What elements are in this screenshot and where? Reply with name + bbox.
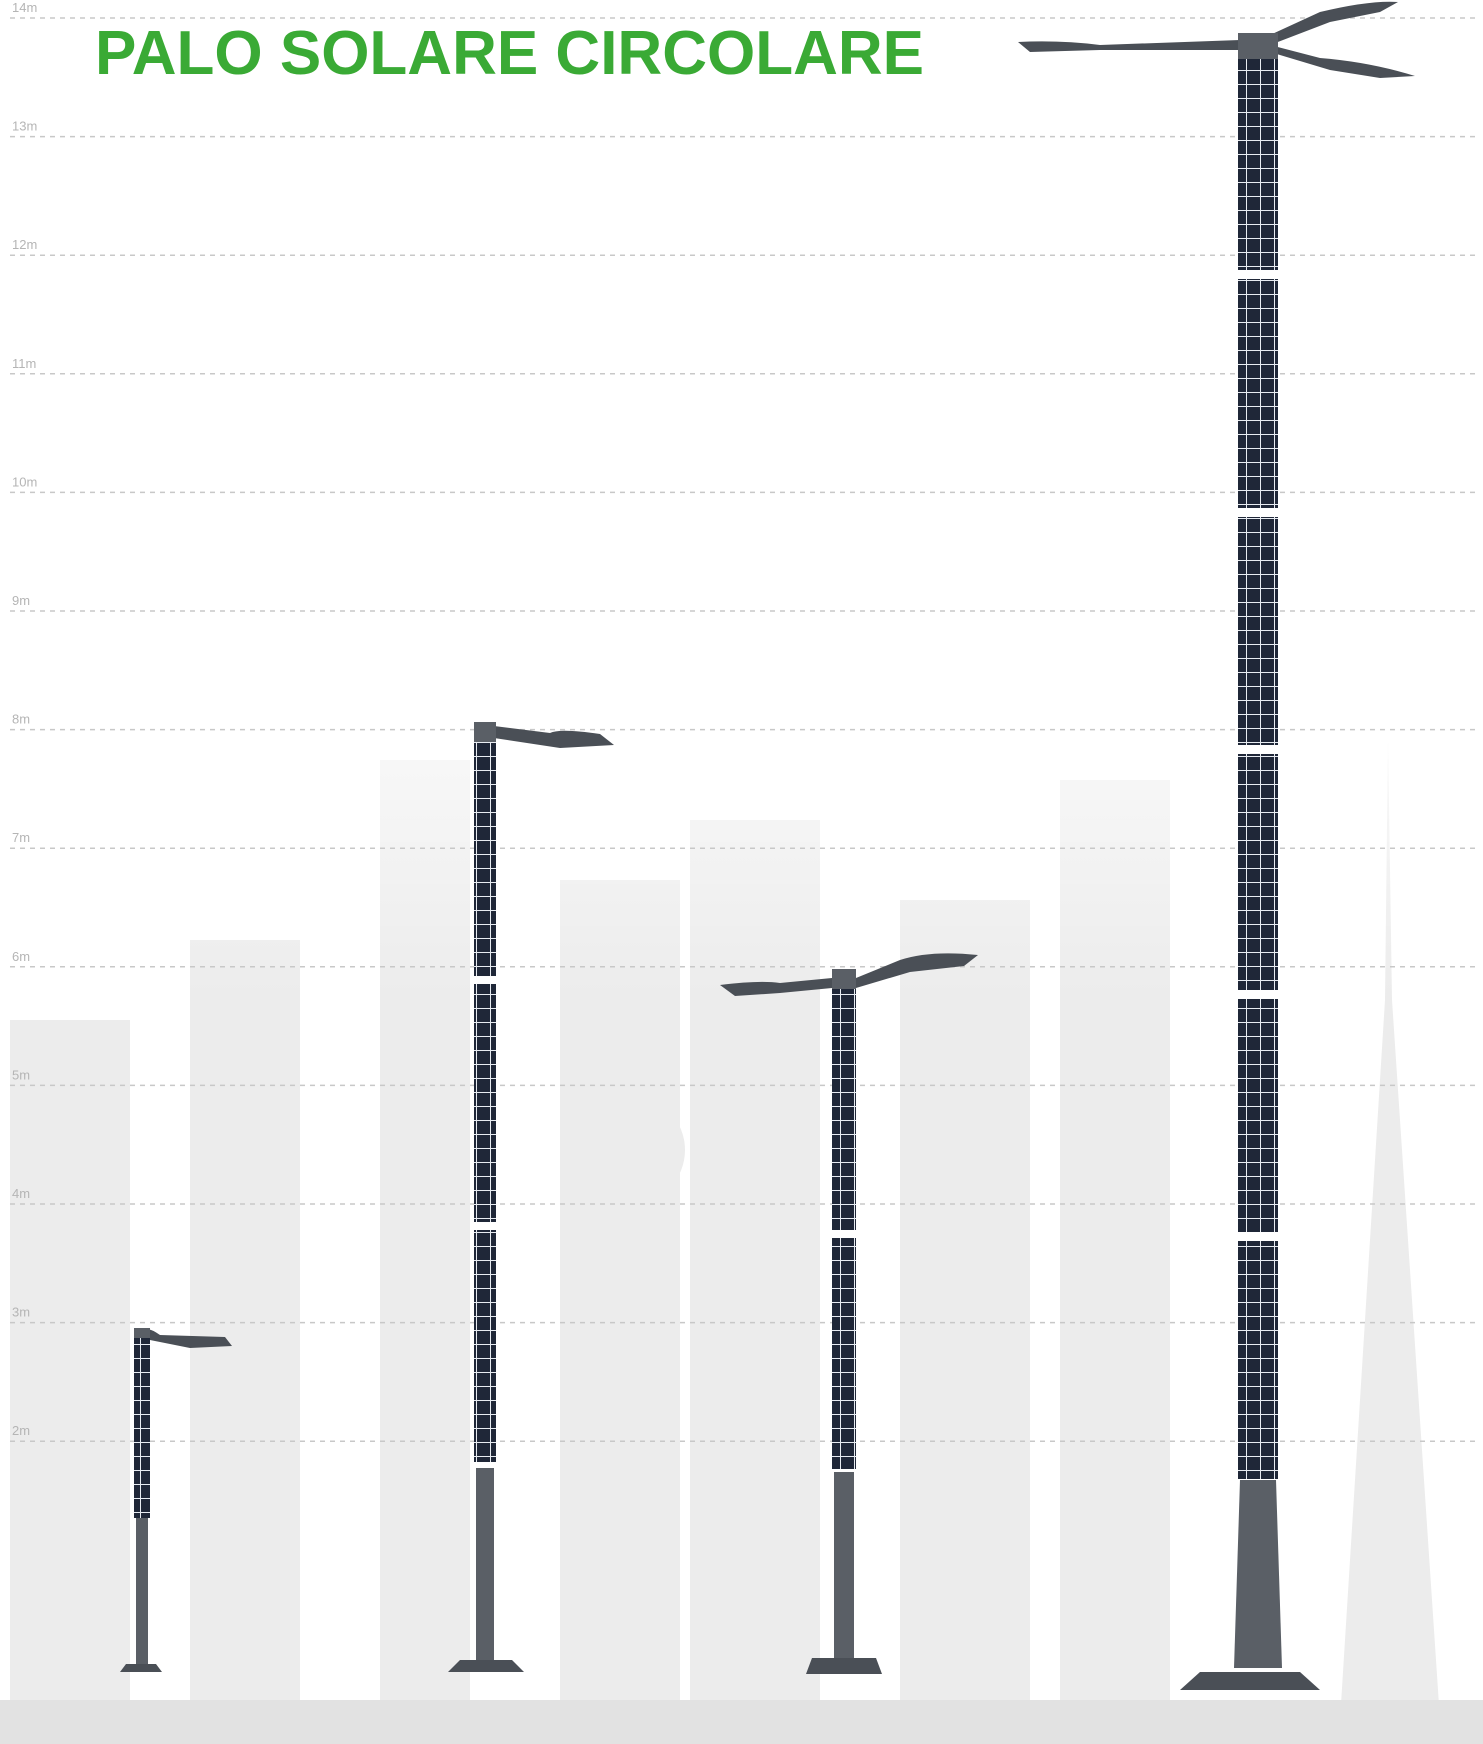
- city-background: [0, 740, 1483, 1744]
- pole-small: [120, 1328, 232, 1672]
- scale-label: 8m: [12, 712, 30, 727]
- scale-label: 11m: [12, 356, 36, 371]
- scale-label: 4m: [12, 1186, 30, 1201]
- scale-label: 13m: [12, 119, 37, 134]
- pole-14m: [1018, 1, 1415, 1690]
- height-scale: 14m 13m 12m 11m 10m 9m 8m 7m 6m 5m 4m 3m 2m: [10, 0, 1478, 1442]
- scale-label: 5m: [12, 1067, 30, 1082]
- scale-label: 12m: [12, 237, 37, 252]
- scale-label: 9m: [12, 593, 30, 608]
- pole-6m: [720, 953, 978, 1674]
- scale-label: 6m: [12, 949, 30, 964]
- scale-label: 2m: [12, 1423, 30, 1438]
- scale-label: 7m: [12, 830, 30, 845]
- title: PALO SOLARE CIRCOLARE: [95, 19, 924, 88]
- scale-label: 3m: [12, 1305, 30, 1320]
- pole-8m: [448, 722, 614, 1672]
- scale-label: 10m: [12, 474, 37, 489]
- fade: [0, 600, 1483, 1000]
- scale-label: 14m: [12, 0, 37, 15]
